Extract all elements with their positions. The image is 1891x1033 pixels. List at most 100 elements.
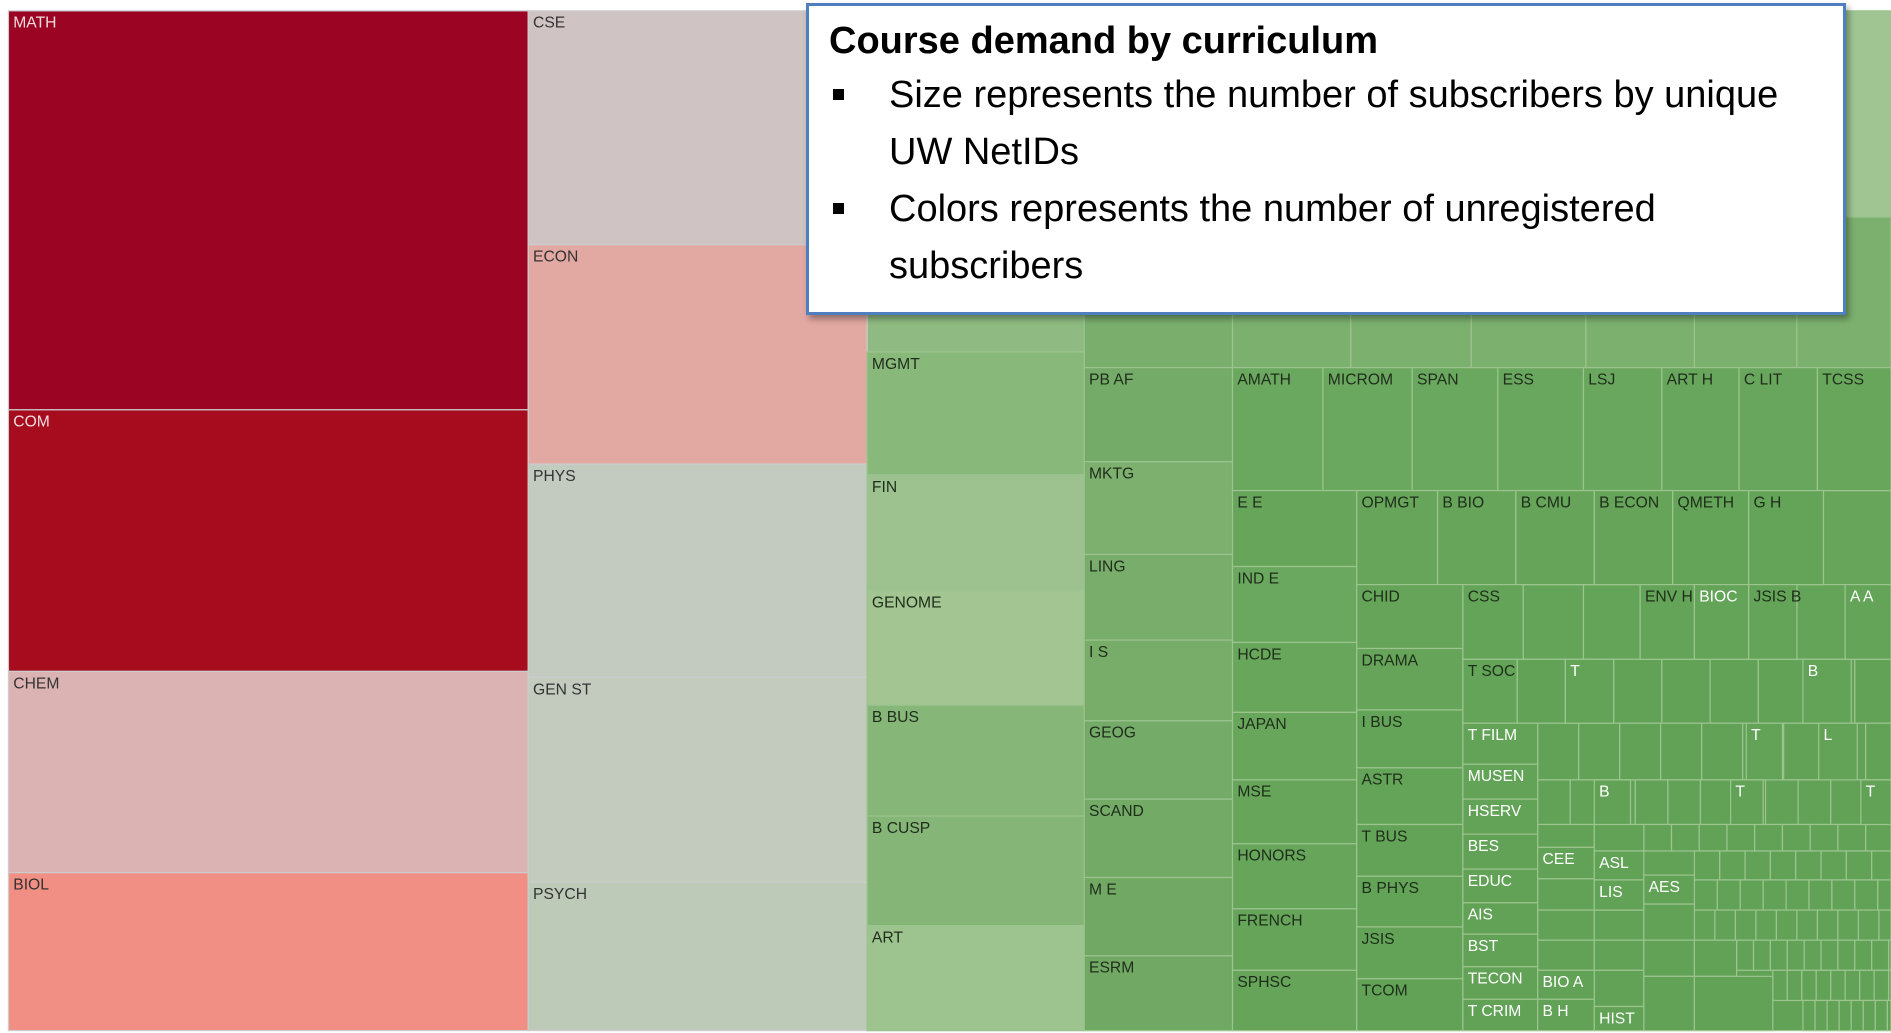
tile-label: ART: [872, 930, 903, 947]
tile-label: DRAMA: [1362, 652, 1419, 669]
tile-label: TCOM: [1362, 983, 1408, 1000]
tile: [1808, 879, 1833, 911]
tile: [1643, 874, 1696, 905]
tile: [1845, 850, 1873, 881]
tile: [866, 351, 1085, 476]
tile-label: BIOL: [13, 877, 49, 894]
tile: [7, 872, 529, 1032]
tile-label: LSJ: [1588, 372, 1615, 389]
tile: [1670, 823, 1700, 852]
tile: [1537, 779, 1571, 826]
tile-label: MGMT: [872, 356, 920, 373]
tile: [1862, 999, 1876, 1032]
tile-label: GENOME: [872, 595, 942, 612]
tile-label: ECON: [533, 249, 578, 266]
tile: [1854, 658, 1891, 724]
tile-label: I S: [1089, 644, 1108, 661]
tile-label: T SOC: [1468, 663, 1516, 680]
tile-label: M E: [1089, 881, 1117, 898]
tile-label: ESRM: [1089, 960, 1134, 977]
tile: [1693, 584, 1750, 660]
tile: [1667, 779, 1702, 826]
tile: [1786, 969, 1803, 1002]
tile-label: BIOC: [1699, 588, 1737, 605]
tile: [866, 815, 1085, 927]
tile: [1083, 955, 1234, 1032]
tile-label: IND E: [1237, 570, 1279, 587]
tile: [1462, 933, 1539, 968]
tile: [1831, 879, 1856, 911]
tile-label: AES: [1649, 879, 1680, 896]
tile: [1516, 658, 1566, 724]
tile-label: B CUSP: [872, 820, 930, 837]
tile: [1878, 909, 1891, 941]
tile: [1745, 722, 1784, 781]
tile: [1537, 939, 1595, 971]
tile: [1857, 909, 1880, 941]
tile: [1356, 489, 1439, 586]
tile: [1844, 969, 1861, 1002]
tile: [1769, 850, 1797, 881]
tile: [1564, 658, 1615, 724]
tile: [1698, 823, 1728, 852]
tile: [1231, 711, 1358, 781]
tile: [1083, 367, 1234, 463]
tile: [1809, 823, 1839, 852]
tile: [1661, 658, 1711, 724]
tile: [1736, 939, 1755, 971]
tile: [1356, 926, 1464, 980]
tile-label: SCAND: [1089, 803, 1144, 820]
tile: [1537, 846, 1595, 880]
callout-title: Course demand by curriculum: [829, 20, 1379, 62]
tile: [1744, 850, 1772, 881]
tile: [1775, 909, 1798, 941]
tile: [1661, 367, 1740, 492]
tile: [1826, 999, 1840, 1032]
tile-label: GEN ST: [533, 681, 592, 698]
tile: [1716, 879, 1741, 911]
tile: [1822, 489, 1891, 586]
tile: [1231, 779, 1358, 845]
tile: [1844, 584, 1891, 660]
tile-label: SPAN: [1417, 372, 1458, 389]
tile: [1748, 584, 1798, 660]
tile: [1639, 584, 1696, 660]
tile: [1462, 584, 1524, 660]
tile-label: PSYCH: [533, 886, 587, 903]
tile: [1462, 722, 1539, 765]
tile-label: CEE: [1542, 851, 1574, 868]
tile: [1838, 999, 1852, 1032]
tile: [7, 10, 529, 411]
tile: [1643, 903, 1696, 941]
tile-label: QMETH: [1678, 494, 1735, 511]
tile-label: TECON: [1468, 971, 1523, 988]
tile: [1719, 850, 1746, 881]
tile-label: ESS: [1503, 372, 1534, 389]
tile-label: SPHSC: [1237, 974, 1291, 991]
tile-label: I BUS: [1362, 714, 1403, 731]
tile: [1699, 779, 1734, 826]
tile-label: E E: [1237, 494, 1262, 511]
tile: [1537, 998, 1595, 1032]
tile: [1462, 868, 1539, 904]
tile-label: G H: [1754, 494, 1782, 511]
tile-label: L: [1823, 727, 1832, 744]
tile-label: B: [1599, 784, 1609, 801]
tile-label: C LIT: [1744, 372, 1783, 389]
tile-label: ART H: [1667, 372, 1713, 389]
tile: [1871, 850, 1891, 881]
tile: [1083, 553, 1234, 641]
tile-label: AMATH: [1237, 372, 1291, 389]
tile-label: FRENCH: [1237, 913, 1302, 930]
tile-label: T BUS: [1362, 828, 1408, 845]
tile-label: T FILM: [1468, 727, 1517, 744]
tile: [1795, 850, 1822, 881]
tile: [1231, 367, 1324, 492]
tile-label: T: [1866, 784, 1876, 801]
tile: [1815, 969, 1832, 1002]
tile: [1356, 767, 1464, 826]
tile-label: A A: [1850, 588, 1874, 605]
tile: [1854, 939, 1873, 971]
tile: [1436, 489, 1517, 586]
tile-label: LIS: [1599, 884, 1623, 901]
